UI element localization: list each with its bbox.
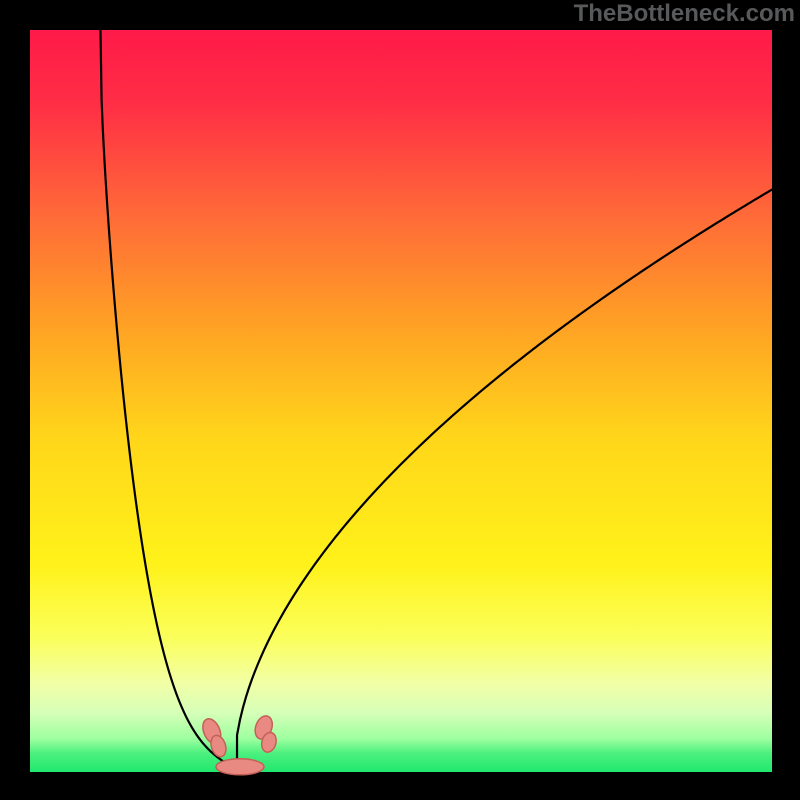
chart-stage: TheBottleneck.com: [0, 0, 800, 800]
gradient-plot-area: [30, 30, 772, 772]
watermark-text: TheBottleneck.com: [574, 0, 795, 28]
